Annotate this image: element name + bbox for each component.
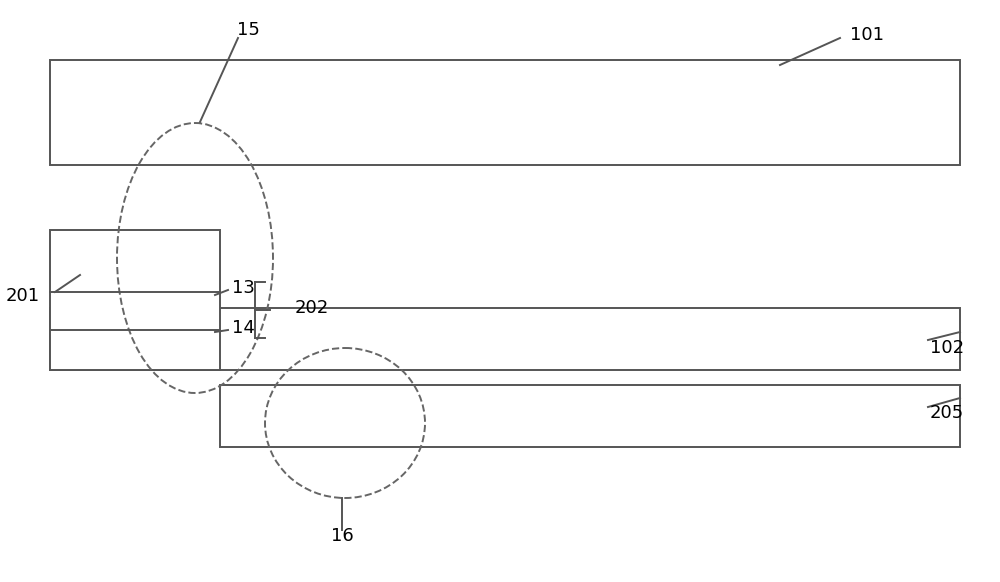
Bar bbox=[220, 385, 960, 447]
Text: 15: 15 bbox=[237, 21, 259, 39]
Text: 202: 202 bbox=[295, 299, 329, 317]
Text: 201: 201 bbox=[6, 287, 40, 305]
Text: 13: 13 bbox=[232, 279, 255, 297]
Text: 102: 102 bbox=[930, 339, 964, 357]
Text: 16: 16 bbox=[331, 527, 353, 545]
Bar bbox=[50, 308, 960, 370]
Text: 101: 101 bbox=[850, 26, 884, 44]
Text: 14: 14 bbox=[232, 319, 255, 337]
Text: 205: 205 bbox=[930, 404, 964, 422]
Bar bbox=[50, 60, 960, 165]
Bar bbox=[50, 230, 220, 370]
